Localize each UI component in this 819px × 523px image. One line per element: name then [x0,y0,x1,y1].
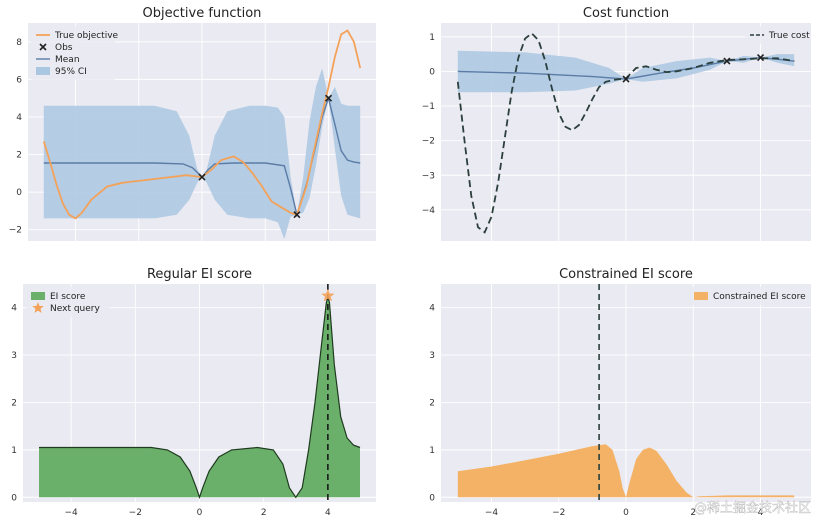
x-tick-label: −4 [64,508,78,518]
legend-label: True objective [54,31,119,41]
observations [622,54,765,83]
y-tick-label: 3 [429,351,435,361]
x-tick-label: 4 [325,508,331,518]
legend-label: True cost [768,31,810,41]
y-tick-label: 2 [11,398,17,408]
watermark: @稀土掘金技术社区 [694,500,811,516]
legend-label: 95% CI [55,67,87,77]
legend: EI score Next query [26,287,110,317]
legend: True objective Obs Mean 95% CI [31,26,119,80]
legend-swatch-next-query [32,302,44,313]
ei-line [39,295,361,500]
observation-marker [324,94,333,102]
legend-label: Constrained EI score [713,292,806,302]
legend: Constrained EI score [689,287,807,305]
tick-labels: −2 0 2 4 6 8 [9,38,23,236]
y-tick-label: −2 [9,226,22,236]
y-tick-label: −1 [422,102,435,112]
x-tick-label: 2 [690,508,696,518]
observation-marker [622,75,630,83]
mean-line [43,95,361,218]
ci-band [43,68,361,240]
legend-box [31,26,115,80]
ci-band [457,50,795,93]
x-tick-label: 4 [758,508,764,518]
y-tick-label: 1 [429,446,435,456]
observation-marker [293,211,301,219]
tick-labels: −4 −3 −2 −1 0 1 [422,33,436,216]
constrained-ei-panel: 0 1 2 3 4 −4 −2 0 2 4 Constrained EI score Constr… [429,267,811,518]
y-tick-label: 6 [16,75,22,85]
true-cost-line [456,32,795,234]
legend: True cost [745,26,810,44]
observation-marker [198,173,206,181]
true-objective-line [42,29,362,220]
tick-labels: 0 1 2 3 4 −4 −2 0 2 4 [11,304,331,518]
y-tick-label: 2 [16,151,22,161]
objective-function-panel: −2 0 2 4 6 8 Objective function True objectiv… [9,6,376,241]
y-tick-label: 0 [429,67,435,77]
legend-swatch-ci [36,67,50,75]
x-tick-label: −2 [129,508,142,518]
legend-swatch-ei [31,292,45,300]
observation-marker [723,57,731,65]
y-tick-label: 0 [11,493,17,503]
chart-title: Cost function [583,6,669,21]
legend-label: Obs [55,43,73,53]
legend-swatch-obs [39,43,47,51]
x-tick-label: −2 [552,508,565,518]
y-tick-label: 4 [16,113,22,123]
chart-title: Constrained EI score [559,267,693,282]
y-tick-label: 4 [429,304,435,314]
cost-function-panel: −4 −3 −2 −1 0 1 Cost function True cost [422,6,811,241]
legend-label: Next query [50,304,100,314]
y-tick-label: 1 [429,33,435,43]
legend-box [745,26,807,44]
y-tick-label: 1 [11,446,17,456]
y-tick-label: 8 [16,38,22,48]
legend-label: Mean [55,55,80,65]
legend-swatch-cei [694,292,708,300]
legend-label: EI score [50,292,86,302]
chart-title: Objective function [143,6,262,21]
observation-marker [756,54,765,62]
y-tick-label: 0 [429,493,435,503]
legend-box [689,287,807,305]
y-tick-label: −4 [422,206,436,216]
y-tick-label: 4 [11,304,17,314]
x-tick-label: 0 [623,508,629,518]
y-tick-label: −2 [422,137,435,147]
x-tick-label: 0 [197,508,203,518]
chart-title: Regular EI score [147,267,252,282]
x-tick-label: 2 [261,508,267,518]
y-tick-label: 3 [11,351,17,361]
y-tick-label: 0 [16,188,22,198]
y-tick-label: −3 [422,171,435,181]
next-query-star [321,288,335,302]
observations [198,94,333,219]
legend-box [26,287,110,317]
cei-area [457,444,795,498]
y-tick-label: 2 [429,398,435,408]
x-tick-label: −4 [485,508,499,518]
tick-labels: 0 1 2 3 4 −4 −2 0 2 4 [429,304,763,518]
regular-ei-panel: 0 1 2 3 4 −4 −2 0 2 4 Regular EI score EI score Ne… [11,267,376,518]
